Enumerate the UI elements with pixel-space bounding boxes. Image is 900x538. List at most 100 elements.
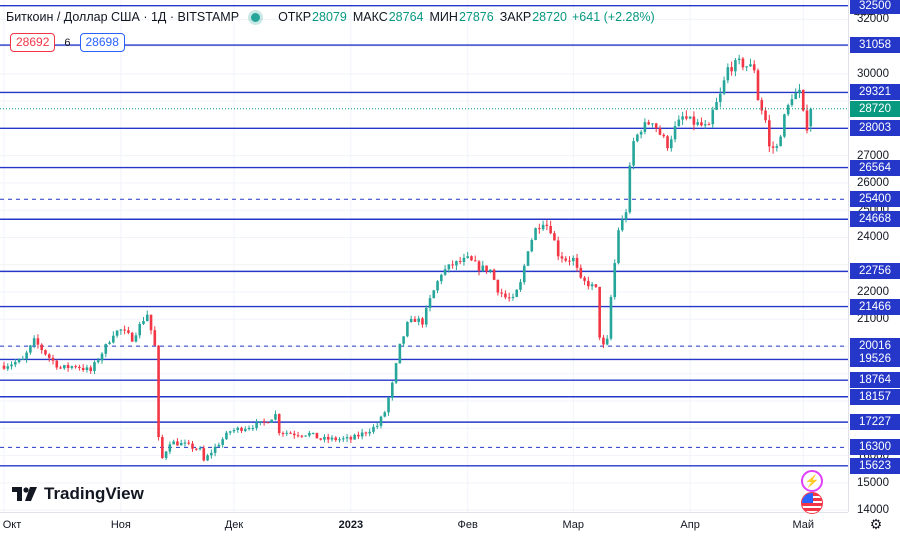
candle-body[interactable] xyxy=(262,421,266,423)
candle-body[interactable] xyxy=(760,100,764,111)
symbol-legend[interactable]: Биткоин / Доллар США · 1Д · BITSTAMP ОТК… xyxy=(6,9,655,25)
candle-body[interactable] xyxy=(609,296,613,339)
candle-body[interactable] xyxy=(281,433,285,435)
symbol-title[interactable]: Биткоин / Доллар США · 1Д · BITSTAMP xyxy=(6,10,240,24)
candle-body[interactable] xyxy=(394,363,398,383)
candle-body[interactable] xyxy=(2,365,6,369)
candle-body[interactable] xyxy=(534,228,537,240)
candle-body[interactable] xyxy=(285,432,289,434)
level-price-label[interactable]: 22756 xyxy=(850,263,900,280)
candle-body[interactable] xyxy=(368,431,371,434)
candle-body[interactable] xyxy=(598,286,601,338)
candle-body[interactable] xyxy=(522,265,526,283)
chart-plot-area[interactable] xyxy=(0,0,848,512)
candle-body[interactable] xyxy=(89,367,93,371)
candle-body[interactable] xyxy=(127,330,130,333)
candle-body[interactable] xyxy=(225,432,228,440)
time-axis[interactable]: Окт Ноя Дек 2023 Фев Мар Апр Май xyxy=(0,512,848,538)
candle-body[interactable] xyxy=(730,67,733,72)
candle-body[interactable] xyxy=(292,433,296,436)
candle-body[interactable] xyxy=(357,434,360,437)
candle-body[interactable] xyxy=(51,357,55,361)
candle-body[interactable] xyxy=(304,435,307,437)
candle-body[interactable] xyxy=(594,284,598,287)
candle-body[interactable] xyxy=(221,439,224,445)
candle-body[interactable] xyxy=(666,136,669,149)
candle-body[interactable] xyxy=(112,335,115,343)
candle-body[interactable] xyxy=(715,102,718,110)
candle-body[interactable] xyxy=(232,430,236,432)
buy-button[interactable]: 28698 xyxy=(79,33,125,52)
candle-body[interactable] xyxy=(123,329,126,331)
candle-body[interactable] xyxy=(669,139,673,149)
candle-body[interactable] xyxy=(662,134,666,137)
candle-body[interactable] xyxy=(70,366,74,368)
candle-body[interactable] xyxy=(587,280,590,287)
us-flag-icon[interactable] xyxy=(801,492,823,514)
candle-body[interactable] xyxy=(130,332,134,342)
candle-body[interactable] xyxy=(496,279,500,293)
candle-body[interactable] xyxy=(387,397,390,413)
candle-body[interactable] xyxy=(673,126,677,140)
candle-body[interactable] xyxy=(300,435,304,437)
candle-body[interactable] xyxy=(243,429,247,431)
candle-body[interactable] xyxy=(741,58,745,68)
level-price-label[interactable]: 16300 xyxy=(850,439,900,456)
candle-body[interactable] xyxy=(134,335,138,342)
candle-body[interactable] xyxy=(677,119,681,127)
candle-body[interactable] xyxy=(756,70,760,101)
candle-body[interactable] xyxy=(575,257,579,268)
candle-body[interactable] xyxy=(274,414,277,420)
candle-body[interactable] xyxy=(240,427,243,431)
candle-body[interactable] xyxy=(247,427,251,430)
candle-body[interactable] xyxy=(620,219,624,231)
candle-body[interactable] xyxy=(100,353,104,361)
candle-body[interactable] xyxy=(617,230,620,264)
candle-body[interactable] xyxy=(560,256,564,259)
candle-body[interactable] xyxy=(326,436,330,440)
candle-body[interactable] xyxy=(726,67,730,81)
candle-body[interactable] xyxy=(25,352,28,359)
candle-body[interactable] xyxy=(379,416,383,426)
candle-body[interactable] xyxy=(722,80,726,94)
candle-body[interactable] xyxy=(590,284,594,287)
candle-body[interactable] xyxy=(47,354,51,358)
candle-body[interactable] xyxy=(530,239,534,252)
level-price-label[interactable]: 26564 xyxy=(850,159,900,176)
candle-body[interactable] xyxy=(651,123,654,125)
level-price-label[interactable]: 18157 xyxy=(850,388,900,405)
candle-body[interactable] xyxy=(447,264,451,270)
candle-body[interactable] xyxy=(696,122,699,125)
candle-body[interactable] xyxy=(768,120,771,147)
candle-body[interactable] xyxy=(549,225,552,234)
candle-body[interactable] xyxy=(737,58,741,61)
candle-body[interactable] xyxy=(643,122,647,132)
candle-body[interactable] xyxy=(14,362,17,365)
candle-body[interactable] xyxy=(809,108,813,127)
candle-body[interactable] xyxy=(266,422,270,424)
candle-body[interactable] xyxy=(571,257,575,262)
candle-body[interactable] xyxy=(145,314,149,322)
candle-body[interactable] xyxy=(375,425,379,427)
candle-body[interactable] xyxy=(489,269,492,272)
candle-body[interactable] xyxy=(538,228,541,230)
candle-body[interactable] xyxy=(775,146,779,148)
level-price-label[interactable]: 25400 xyxy=(850,191,900,208)
candle-body[interactable] xyxy=(289,432,292,434)
candle-body[interactable] xyxy=(428,298,432,308)
candle-body[interactable] xyxy=(685,116,688,119)
candle-body[interactable] xyxy=(719,93,722,103)
candle-body[interactable] xyxy=(647,122,650,125)
candle-body[interactable] xyxy=(692,116,696,125)
candle-body[interactable] xyxy=(311,432,315,434)
level-price-label[interactable]: 24668 xyxy=(850,211,900,228)
candle-body[interactable] xyxy=(334,437,338,441)
candle-body[interactable] xyxy=(481,265,485,271)
level-price-label[interactable]: 32500 xyxy=(850,0,900,14)
sell-button[interactable]: 28692 xyxy=(10,33,56,52)
candle-body[interactable] xyxy=(81,368,85,371)
candle-body[interactable] xyxy=(556,240,560,257)
candle-body[interactable] xyxy=(602,337,605,345)
candle-body[interactable] xyxy=(752,64,756,71)
candle-body[interactable] xyxy=(176,441,179,446)
